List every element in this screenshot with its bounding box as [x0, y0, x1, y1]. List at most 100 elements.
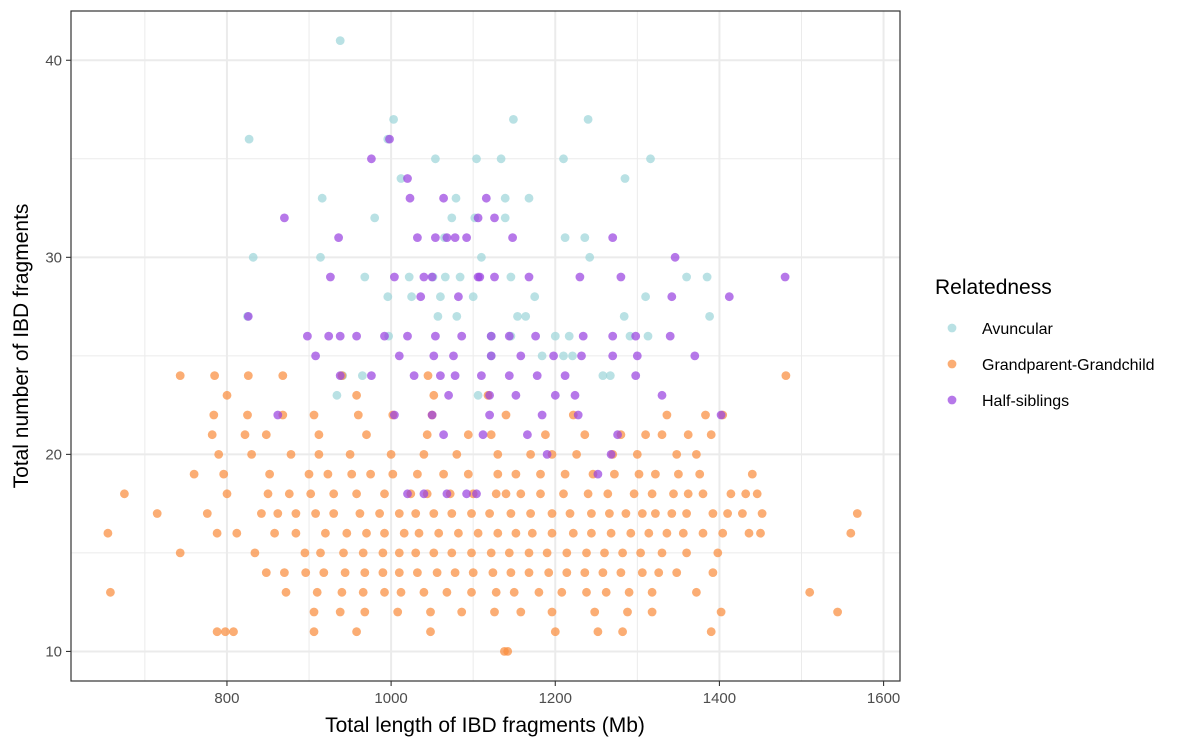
point-half-siblings: [324, 331, 334, 341]
point-grandparent-grandchild: [452, 450, 462, 459]
point-half-siblings: [462, 233, 471, 243]
point-grandparent-grandchild: [524, 568, 534, 577]
y-tick-label: 20: [45, 446, 62, 463]
point-grandparent-grandchild: [637, 509, 647, 518]
point-avuncular: [468, 292, 478, 302]
point-half-siblings: [690, 351, 700, 361]
point-grandparent-grandchild: [587, 509, 596, 518]
point-grandparent-grandchild: [550, 627, 560, 637]
point-avuncular: [500, 193, 510, 203]
point-grandparent-grandchild: [214, 450, 224, 459]
point-grandparent-grandchild: [263, 489, 273, 499]
point-grandparent-grandchild: [209, 410, 219, 420]
point-half-siblings: [593, 469, 603, 479]
point-half-siblings: [613, 430, 622, 440]
point-grandparent-grandchild: [280, 568, 289, 577]
point-grandparent-grandchild: [654, 568, 664, 577]
point-grandparent-grandchild: [447, 509, 457, 518]
point-grandparent-grandchild: [467, 548, 476, 558]
point-grandparent-grandchild: [600, 548, 609, 558]
point-half-siblings: [367, 154, 376, 164]
point-half-siblings: [573, 410, 583, 420]
point-half-siblings: [431, 233, 440, 243]
point-half-siblings: [439, 430, 448, 440]
point-half-siblings: [243, 312, 253, 321]
point-avuncular: [396, 174, 406, 183]
point-grandparent-grandchild: [222, 489, 232, 499]
point-grandparent-grandchild: [314, 430, 324, 440]
point-grandparent-grandchild: [547, 607, 557, 617]
point-grandparent-grandchild: [304, 469, 314, 479]
point-avuncular: [383, 292, 393, 302]
point-grandparent-grandchild: [757, 509, 767, 518]
point-avuncular: [530, 292, 540, 302]
point-grandparent-grandchild: [662, 410, 672, 420]
point-grandparent-grandchild: [723, 509, 732, 518]
point-avuncular: [477, 252, 486, 262]
point-grandparent-grandchild: [473, 528, 483, 538]
point-grandparent-grandchild: [583, 489, 593, 499]
point-grandparent-grandchild: [212, 528, 222, 538]
point-avuncular: [641, 292, 650, 302]
point-grandparent-grandchild: [261, 430, 271, 440]
legend-key-half-siblings: [947, 395, 957, 405]
point-grandparent-grandchild: [345, 450, 355, 459]
point-grandparent-grandchild: [175, 371, 185, 380]
point-grandparent-grandchild: [674, 469, 683, 479]
point-avuncular: [473, 390, 483, 400]
point-grandparent-grandchild: [692, 587, 701, 597]
point-grandparent-grandchild: [380, 528, 389, 538]
point-half-siblings: [657, 390, 667, 400]
point-avuncular: [316, 252, 325, 262]
point-half-siblings: [439, 193, 448, 203]
point-grandparent-grandchild: [511, 469, 521, 479]
point-half-siblings: [716, 410, 726, 420]
point-grandparent-grandchild: [261, 568, 271, 577]
point-grandparent-grandchild: [682, 548, 691, 558]
point-grandparent-grandchild: [388, 469, 398, 479]
point-half-siblings: [442, 489, 452, 499]
point-grandparent-grandchild: [632, 450, 642, 459]
point-half-siblings: [431, 331, 440, 341]
point-half-siblings: [490, 213, 499, 223]
x-tick-label: 1000: [374, 690, 407, 707]
point-grandparent-grandchild: [429, 390, 439, 400]
point-grandparent-grandchild: [741, 489, 751, 499]
minor-gridlines: [71, 11, 900, 681]
legend-label-avuncular: Avuncular: [982, 321, 1054, 338]
major-gridlines: [71, 11, 900, 681]
point-grandparent-grandchild: [647, 607, 657, 617]
point-grandparent-grandchild: [683, 430, 693, 440]
point-grandparent-grandchild: [582, 548, 591, 558]
point-grandparent-grandchild: [534, 587, 544, 597]
point-half-siblings: [427, 272, 437, 282]
point-avuncular: [524, 193, 534, 203]
point-half-siblings: [631, 371, 641, 380]
point-grandparent-grandchild: [618, 548, 627, 558]
point-grandparent-grandchild: [394, 509, 404, 518]
point-grandparent-grandchild: [300, 548, 310, 558]
point-grandparent-grandchild: [309, 627, 319, 637]
point-half-siblings: [560, 371, 570, 380]
point-avuncular: [585, 252, 595, 262]
point-avuncular: [440, 272, 450, 282]
point-grandparent-grandchild: [744, 528, 754, 538]
point-grandparent-grandchild: [312, 587, 322, 597]
point-half-siblings: [486, 331, 496, 341]
point-grandparent-grandchild: [708, 568, 718, 577]
point-grandparent-grandchild: [411, 509, 421, 518]
point-grandparent-grandchild: [605, 509, 614, 518]
point-grandparent-grandchild: [337, 587, 347, 597]
plot-panel-background: [71, 11, 900, 681]
point-grandparent-grandchild: [559, 489, 568, 499]
point-grandparent-grandchild: [306, 489, 316, 499]
point-avuncular: [583, 115, 593, 124]
point-grandparent-grandchild: [593, 627, 603, 637]
point-half-siblings: [549, 351, 558, 361]
point-half-siblings: [457, 331, 467, 341]
point-grandparent-grandchild: [393, 607, 403, 617]
point-grandparent-grandchild: [601, 587, 611, 597]
point-grandparent-grandchild: [426, 607, 435, 617]
x-tick-label: 1200: [539, 690, 572, 707]
